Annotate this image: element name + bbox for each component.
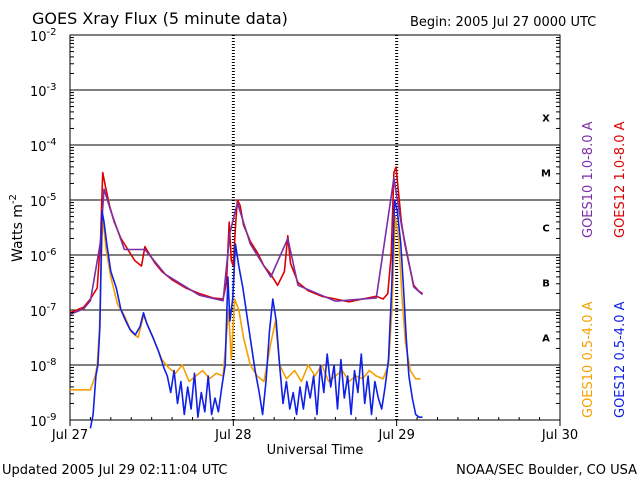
x-tick-label: Jul 30 [541,428,578,443]
credit-text: NOAA/SEC Boulder, CO USA [456,463,637,478]
x-tick-label: Jul 29 [377,428,414,443]
y-tick-label: 10-4 [30,137,57,155]
y-tick-label: 10-3 [30,82,57,100]
flare-class-label: C [542,224,549,235]
x-tick-label: Jul 28 [214,428,251,443]
legend-entry: GOES10 0.5-4.0 A [581,301,596,418]
legend-entry: GOES12 1.0-8.0 A [613,121,628,238]
begin-text: Begin: 2005 Jul 27 0000 UTC [410,15,596,30]
series-line [70,215,421,391]
flare-class-label: A [542,334,550,345]
flare-class-label: B [542,279,550,290]
plot-frame [69,34,561,421]
chart-title: GOES Xray Flux (5 minute data) [32,9,288,28]
series-layer [69,166,424,429]
y-axis-label: Watts m-2 [8,194,26,262]
y-tick-label: 10-2 [30,27,57,45]
y-tick-label: 10-9 [30,412,57,430]
legend-entry: GOES10 1.0-8.0 A [581,121,596,238]
flare-class-label: M [541,169,551,180]
series-line [89,199,423,429]
series-line [69,166,423,314]
x-tick-label: Jul 27 [51,428,88,443]
y-tick-label: 10-8 [30,357,57,375]
grid-layer [70,35,560,420]
series-line [69,177,424,316]
flare-class-label: X [542,114,550,125]
updated-timestamp: Updated 2005 Jul 29 02:11:04 UTC [2,463,227,478]
y-tick-label: 10-5 [30,192,57,210]
y-tick-label: 10-7 [30,302,57,320]
x-axis-label: Universal Time [267,443,364,458]
legend-entry: GOES12 0.5-4.0 A [613,301,628,418]
y-tick-label: 10-6 [30,247,57,265]
